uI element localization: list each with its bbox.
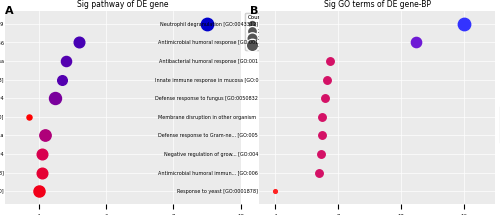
- Text: A: A: [5, 6, 14, 17]
- Point: [318, 115, 326, 118]
- Point: [42, 134, 50, 137]
- Point: [24, 115, 32, 118]
- Point: [271, 189, 279, 193]
- Legend: 15, 20, 25, 30: 15, 20, 25, 30: [246, 13, 266, 50]
- Point: [315, 171, 323, 174]
- Point: [412, 41, 420, 44]
- Point: [34, 189, 42, 193]
- Point: [75, 41, 83, 44]
- Point: [326, 59, 334, 63]
- Point: [38, 152, 46, 156]
- Point: [322, 97, 330, 100]
- Title: Sig GO terms of DE gene-BP: Sig GO terms of DE gene-BP: [324, 0, 430, 9]
- Point: [52, 97, 60, 100]
- Point: [58, 78, 66, 81]
- Point: [460, 22, 468, 26]
- Title: Sig pathway of DE gene: Sig pathway of DE gene: [77, 0, 168, 9]
- Point: [318, 134, 326, 137]
- Point: [38, 171, 46, 174]
- Point: [316, 152, 324, 156]
- Text: B: B: [250, 6, 258, 17]
- Point: [203, 22, 211, 26]
- Point: [62, 59, 70, 63]
- Point: [323, 78, 331, 81]
